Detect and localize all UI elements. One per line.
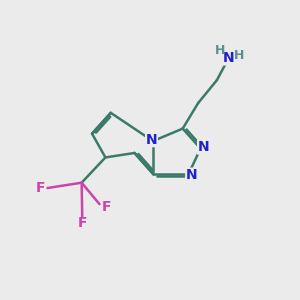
Text: N: N bbox=[223, 51, 235, 65]
Text: N: N bbox=[198, 140, 209, 154]
Text: F: F bbox=[101, 200, 111, 214]
Text: N: N bbox=[146, 133, 157, 147]
Text: F: F bbox=[36, 181, 46, 195]
Text: F: F bbox=[77, 216, 87, 230]
Text: H: H bbox=[215, 44, 226, 57]
Text: N: N bbox=[186, 168, 197, 182]
Text: H: H bbox=[234, 49, 244, 62]
